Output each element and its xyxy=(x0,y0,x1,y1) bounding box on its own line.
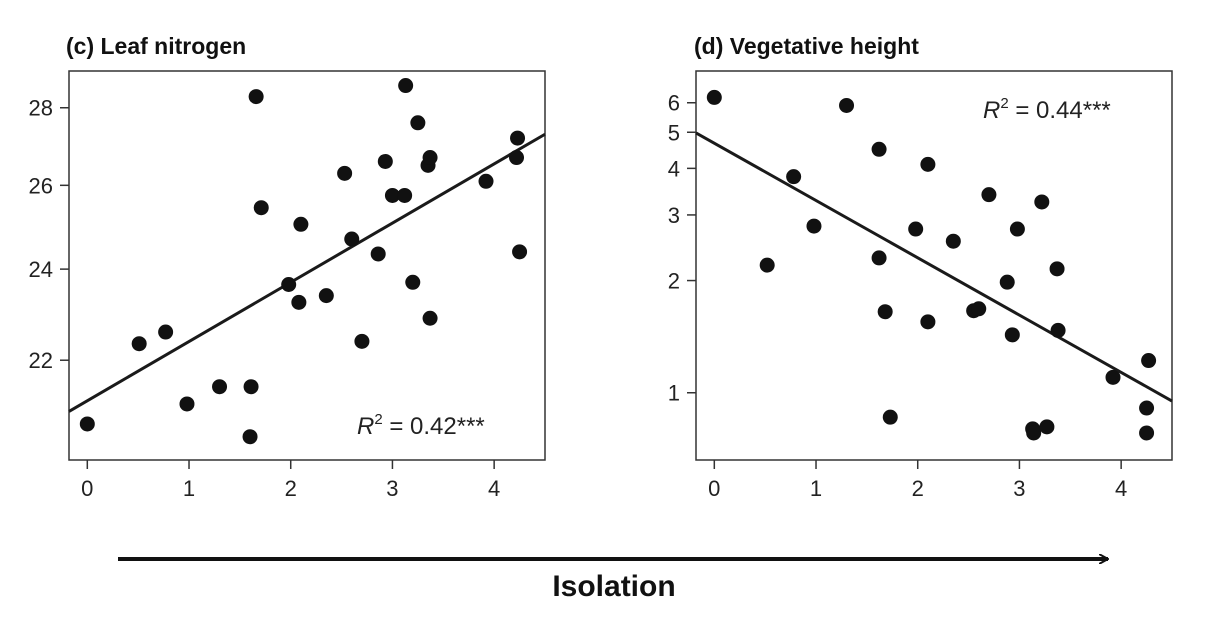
panel-vegetative-height: (d) Vegetative height 1 2 3 4 5 6 0 1 2 3 4 R2 = … xyxy=(668,33,1173,501)
data-point xyxy=(281,277,297,293)
data-point xyxy=(397,187,413,203)
data-point xyxy=(293,216,309,232)
data-point xyxy=(945,233,961,249)
data-point xyxy=(422,150,438,166)
data-point xyxy=(510,130,526,146)
data-point xyxy=(871,141,887,157)
data-point xyxy=(1139,425,1155,441)
x-tick-label: 2 xyxy=(285,476,297,501)
data-point xyxy=(839,97,855,113)
y-tick-label: 5 xyxy=(668,120,680,145)
data-point xyxy=(882,409,898,425)
r-squared-annotation-vegetative-height: R2 = 0.44*** xyxy=(983,95,1111,124)
y-axis-leaf-nitrogen: 22 24 26 28 xyxy=(29,96,69,373)
y-tick-label: 26 xyxy=(29,173,53,198)
data-point xyxy=(920,156,936,172)
regression-line-leaf-nitrogen xyxy=(68,132,546,413)
regression-line-vegetative-height xyxy=(695,131,1173,403)
data-point xyxy=(131,336,147,352)
data-point xyxy=(248,89,264,105)
data-point xyxy=(242,429,258,445)
data-point xyxy=(179,396,195,412)
data-point xyxy=(384,187,400,203)
panel-title-leaf-nitrogen: (c) Leaf nitrogen xyxy=(66,33,246,59)
data-point xyxy=(759,257,775,273)
x-tick-label: 0 xyxy=(708,476,720,501)
data-point xyxy=(1039,419,1055,435)
data-point xyxy=(971,301,987,317)
data-point xyxy=(370,246,386,262)
data-point xyxy=(1141,353,1157,369)
data-point xyxy=(1026,425,1042,441)
x-tick-label: 4 xyxy=(1115,476,1127,501)
panel-leaf-nitrogen: (c) Leaf nitrogen 22 24 26 28 0 1 2 3 4 R2 = 0.… xyxy=(29,33,546,501)
data-point xyxy=(344,231,360,247)
plot-area-leaf-nitrogen xyxy=(68,78,546,445)
data-point xyxy=(1050,322,1066,338)
data-point xyxy=(158,324,174,340)
data-point xyxy=(1049,261,1065,277)
data-point xyxy=(509,150,525,166)
y-axis-vegetative-height: 1 2 3 4 5 6 xyxy=(668,91,696,406)
x-axis-leaf-nitrogen: 0 1 2 3 4 xyxy=(81,460,500,501)
data-point xyxy=(212,379,228,395)
y-tick-label: 22 xyxy=(29,348,53,373)
data-point xyxy=(999,274,1015,290)
data-point xyxy=(422,310,438,326)
y-tick-label: 1 xyxy=(668,381,680,406)
data-point xyxy=(786,169,802,185)
data-point xyxy=(291,294,307,310)
data-point xyxy=(512,244,528,260)
y-tick-label: 6 xyxy=(668,91,680,116)
data-point xyxy=(920,314,936,330)
data-point xyxy=(243,379,259,395)
x-tick-label: 0 xyxy=(81,476,93,501)
data-point xyxy=(398,78,414,94)
data-point xyxy=(354,333,370,349)
x-tick-label: 1 xyxy=(183,476,195,501)
panel-title-vegetative-height: (d) Vegetative height xyxy=(694,33,919,59)
data-point xyxy=(318,288,334,304)
data-point xyxy=(981,187,997,203)
r-squared-annotation-leaf-nitrogen: R2 = 0.42*** xyxy=(357,411,485,440)
data-point xyxy=(1105,369,1121,385)
data-point xyxy=(253,200,269,216)
x-tick-label: 1 xyxy=(810,476,822,501)
data-point xyxy=(1009,221,1025,237)
data-point xyxy=(405,274,421,290)
y-tick-label: 3 xyxy=(668,203,680,228)
y-tick-label: 28 xyxy=(29,96,53,121)
data-point xyxy=(1034,194,1050,210)
x-tick-label: 3 xyxy=(386,476,398,501)
plot-frame-vegetative-height xyxy=(695,70,1173,461)
data-point xyxy=(410,115,426,131)
data-point xyxy=(1139,400,1155,416)
x-tick-label: 4 xyxy=(488,476,500,501)
x-tick-label: 3 xyxy=(1013,476,1025,501)
y-tick-label: 2 xyxy=(668,269,680,294)
plot-frame-leaf-nitrogen xyxy=(68,70,546,461)
data-point xyxy=(908,221,924,237)
y-tick-label: 24 xyxy=(29,257,53,282)
data-point xyxy=(478,173,494,189)
data-point xyxy=(377,153,393,169)
x-tick-label: 2 xyxy=(912,476,924,501)
y-tick-label: 4 xyxy=(668,156,680,181)
x-axis-vegetative-height: 0 1 2 3 4 xyxy=(708,460,1127,501)
data-point xyxy=(1004,327,1020,343)
data-point xyxy=(871,250,887,266)
data-point xyxy=(337,165,353,181)
data-point xyxy=(706,89,722,105)
data-point xyxy=(806,218,822,234)
isolation-axis-caption: Isolation xyxy=(552,570,675,603)
data-point xyxy=(877,304,893,320)
plot-area-vegetative-height xyxy=(695,89,1173,441)
data-point xyxy=(79,416,95,432)
